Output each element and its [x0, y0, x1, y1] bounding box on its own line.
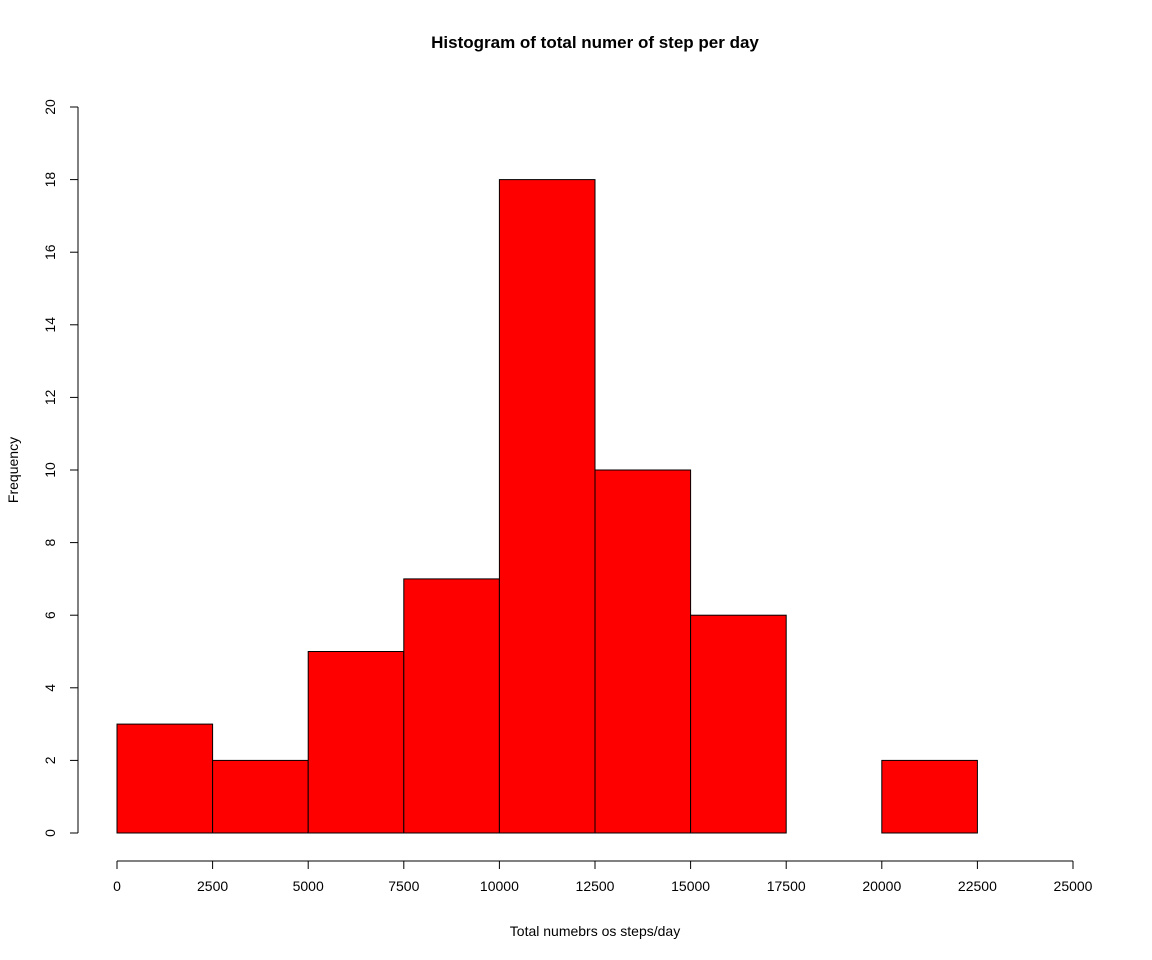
histogram-bar [881, 759, 978, 834]
y-axis: 0 2 4 6 8 10 12 14 16 18 20 [42, 99, 79, 837]
histogram-bar [690, 614, 787, 834]
x-tick-label: 0 [113, 878, 121, 894]
x-tick-label: 20000 [862, 878, 901, 894]
x-axis-label: Total numebrs os steps/day [510, 923, 680, 939]
y-tick-label: 14 [42, 317, 58, 333]
x-tick-label: 5000 [293, 878, 324, 894]
histogram-bar [116, 723, 214, 834]
y-tick-label: 2 [42, 756, 58, 764]
y-tick-label: 10 [42, 462, 58, 478]
y-tick-label: 16 [42, 244, 58, 260]
histogram-bar [594, 469, 692, 834]
x-tick-label: 7500 [388, 878, 419, 894]
y-tick-label: 12 [42, 389, 58, 405]
bars-group [116, 179, 978, 834]
x-axis: 0 2500 5000 7500 10000 12500 15000 17500 20000 22… [113, 860, 1093, 894]
x-tick-label: 25000 [1054, 878, 1093, 894]
x-tick-label: 12500 [576, 878, 615, 894]
y-tick-label: 8 [42, 538, 58, 546]
y-tick-label: 6 [42, 611, 58, 619]
x-tick-label: 22500 [958, 878, 997, 894]
x-tick-label: 2500 [197, 878, 228, 894]
chart-title: Histogram of total numer of step per day [431, 33, 759, 52]
x-tick-label: 15000 [671, 878, 710, 894]
y-tick-label: 4 [42, 684, 58, 692]
y-tick-label: 0 [42, 829, 58, 837]
histogram-bar [307, 651, 405, 834]
x-tick-label: 10000 [480, 878, 519, 894]
y-tick-label: 20 [42, 99, 58, 115]
y-tick-label: 18 [42, 172, 58, 188]
x-tick-label: 17500 [767, 878, 806, 894]
histogram-bar [212, 759, 309, 834]
histogram-bar [403, 578, 500, 834]
y-axis-label: Frequency [5, 437, 21, 503]
histogram-bar [498, 179, 596, 834]
